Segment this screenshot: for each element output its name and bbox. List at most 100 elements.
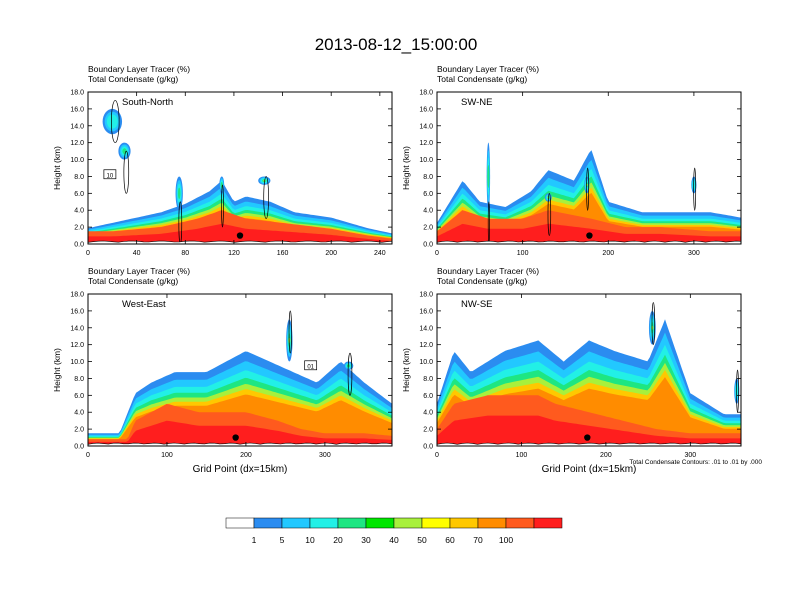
colorbar-cell-5 (365, 517, 395, 529)
y-tick-label: 10.0 (419, 359, 433, 366)
colorbar-cell-3 (309, 517, 339, 529)
y-tick-label: 18.0 (419, 292, 433, 299)
y-tick-label: 12.0 (419, 342, 433, 349)
colorbar-label: 70 (473, 535, 483, 545)
panel-header-line: Boundary Layer Tracer (%) (437, 64, 539, 74)
plume-0-3 (487, 164, 490, 188)
y-tick-label: 2.0 (74, 225, 84, 232)
boxed-label: 10 (107, 173, 114, 179)
tracer-field (88, 100, 392, 244)
y-tick-label: 0.0 (74, 444, 84, 451)
condensate-contour-3 (693, 167, 697, 211)
y-tick-label: 6.0 (74, 191, 84, 198)
panel-cross-section-label: NW-SE (461, 299, 493, 310)
condensate-contour-1 (123, 150, 130, 194)
x-axis-label: Grid Point (dx=15km) (542, 464, 637, 475)
panel-cross-section-label: SW-NE (461, 97, 493, 108)
tracer-field (88, 310, 392, 446)
site-marker (586, 232, 593, 239)
colorbar-label: 60 (445, 535, 455, 545)
condensate-contour-2 (586, 167, 590, 211)
plot-frame (436, 293, 742, 447)
y-tick-label: 0.0 (74, 242, 84, 249)
x-tick-label: 80 (181, 250, 189, 257)
tracer-field (437, 142, 741, 244)
x-tick-label: 240 (374, 250, 386, 257)
x-tick-label: 200 (240, 452, 252, 459)
y-tick-label: 10.0 (419, 157, 433, 164)
terrain (88, 240, 392, 244)
y-tick-label: 16.0 (419, 106, 433, 113)
colorbar: 1 5 10 20 30 40 50 60 70 100 (225, 517, 563, 545)
boxed-label: 01 (307, 364, 314, 370)
colorbar-label: 50 (417, 535, 427, 545)
x-tick-label: 200 (600, 452, 612, 459)
y-tick-label: 2.0 (423, 225, 433, 232)
y-tick-label: 10.0 (70, 359, 84, 366)
y-axis-label: Height (km) (401, 348, 411, 392)
y-tick-label: 16.0 (70, 308, 84, 315)
y-tick-label: 4.0 (423, 410, 433, 417)
y-tick-label: 0.0 (423, 444, 433, 451)
boxed-label-frame (103, 169, 117, 180)
y-tick-label: 8.0 (423, 174, 433, 181)
condensate-contour-3 (221, 184, 224, 228)
y-tick-label: 14.0 (419, 123, 433, 130)
panel-cross-section-label: South-North (122, 97, 173, 108)
colorbar-label: 5 (280, 535, 285, 545)
x-tick-label: 120 (228, 250, 240, 257)
site-marker (236, 232, 244, 239)
plot-frame (87, 91, 393, 245)
y-tick-label: 18.0 (70, 292, 84, 299)
y-tick-label: 4.0 (74, 410, 84, 417)
core-band-1 (437, 415, 741, 446)
y-tick-label: 8.0 (423, 376, 433, 383)
x-axis-label: Grid Point (dx=15km) (193, 464, 288, 475)
y-tick-label: 8.0 (74, 376, 84, 383)
colorbar-label: 30 (361, 535, 371, 545)
colorbar-cell-10 (505, 517, 535, 529)
y-tick-label: 10.0 (70, 157, 84, 164)
boxed-label-frame (304, 360, 318, 371)
colorbar-label: 1 (252, 535, 257, 545)
x-tick-label: 40 (133, 250, 141, 257)
y-tick-label: 16.0 (419, 308, 433, 315)
x-tick-label: 0 (86, 452, 90, 459)
x-tick-label: 0 (435, 250, 439, 257)
condensate-contour-1 (347, 352, 353, 396)
y-tick-label: 2.0 (74, 427, 84, 434)
terrain (88, 442, 392, 446)
panel-header-line: Total Condensate (g/kg) (437, 276, 527, 286)
y-tick-label: 8.0 (74, 174, 84, 181)
y-axis-label: Height (km) (52, 348, 62, 392)
colorbar-cell-4 (337, 517, 367, 529)
x-tick-label: 300 (684, 452, 696, 459)
x-tick-label: 300 (319, 452, 331, 459)
tracer-field (437, 302, 741, 446)
panel-header-line: Boundary Layer Tracer (%) (88, 64, 190, 74)
y-tick-label: 0.0 (423, 242, 433, 249)
panel-south-north: 10 0.0 2.0 4.0 6.0 8.0 10.0 12.0 14.0 16.0 18.0 0 40… (52, 64, 393, 257)
y-tick-label: 14.0 (70, 325, 84, 332)
terrain (437, 442, 741, 446)
condensate-contour-4 (263, 176, 269, 220)
x-tick-label: 200 (602, 250, 614, 257)
colorbar-cell-1 (253, 517, 283, 529)
figure-title: 2013-08-12_15:00:00 (315, 35, 478, 54)
y-tick-label: 4.0 (423, 208, 433, 215)
x-tick-label: 200 (325, 250, 337, 257)
condensate-contour-0 (651, 302, 656, 346)
panel-west-east: 01 0.0 2.0 4.0 6.0 8.0 10.0 12.0 14.0 16.0 18.0 0 10… (52, 266, 393, 475)
plot-frame (87, 293, 393, 447)
x-tick-label: 100 (516, 452, 528, 459)
y-tick-label: 4.0 (74, 208, 84, 215)
x-tick-label: 0 (435, 452, 439, 459)
colorbar-label: 20 (333, 535, 343, 545)
y-tick-label: 12.0 (70, 342, 84, 349)
y-tick-label: 6.0 (423, 191, 433, 198)
x-tick-label: 300 (688, 250, 700, 257)
panel-nw-se: 0.0 2.0 4.0 6.0 8.0 10.0 12.0 14.0 16.0 18.0 0 100 2… (401, 266, 742, 475)
y-tick-label: 12.0 (419, 140, 433, 147)
y-tick-label: 18.0 (70, 90, 84, 97)
colorbar-label: 10 (305, 535, 315, 545)
